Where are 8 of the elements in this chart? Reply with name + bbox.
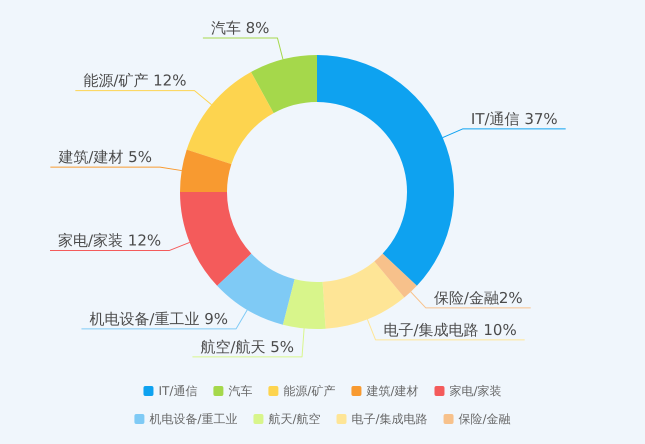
legend-label: 保险/金融 xyxy=(458,412,511,426)
legend-label: 航天/航空 xyxy=(268,412,320,426)
legend-label: 能源/矿产 xyxy=(283,384,336,398)
legend-label: 家电/家装 xyxy=(449,384,502,398)
legend-label: 电子/集成电路 xyxy=(352,412,428,426)
legend-label: IT/通信 xyxy=(158,384,198,398)
legend-label: 汽车 xyxy=(228,384,252,398)
legend-label: 建筑/建材 xyxy=(365,384,418,398)
